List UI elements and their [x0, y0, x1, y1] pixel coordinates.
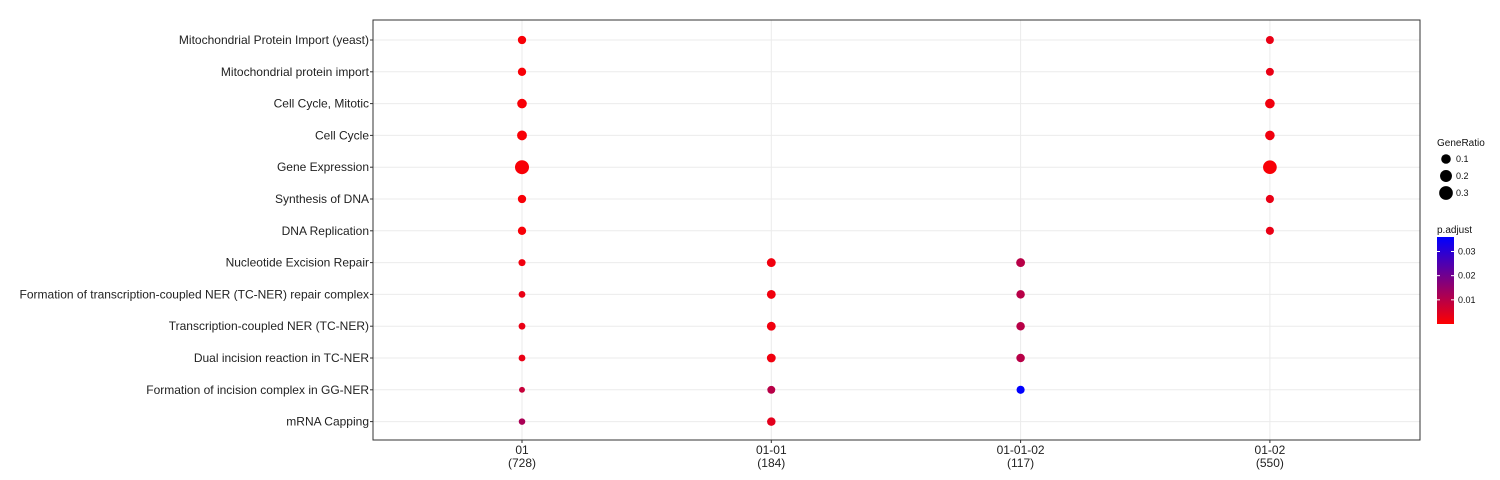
- data-point: [1016, 353, 1025, 363]
- legend: GeneRatio 0.10.20.3 p.adjust 0.010.020.0…: [1437, 138, 1485, 324]
- y-tick-label: Synthesis of DNA: [275, 192, 369, 206]
- data-point: [1265, 130, 1275, 141]
- data-point: [1016, 321, 1025, 331]
- size-legend-dot: [1441, 154, 1451, 164]
- y-tick-label: Transcription-coupled NER (TC-NER): [169, 319, 369, 333]
- data-point: [767, 417, 776, 426]
- data-point: [766, 258, 776, 268]
- plot-panel-border: [372, 19, 1421, 441]
- size-legend-dot: [1439, 186, 1453, 200]
- x-tick-label: 01-02: [1255, 443, 1286, 457]
- x-axis: 01(728) 01-01(184) 01-01-02(117) 01-02(550): [508, 440, 1286, 470]
- y-tick-label: Dual incision reaction in TC-NER: [194, 351, 370, 365]
- color-legend-label: 0.01: [1458, 295, 1476, 305]
- data-point: [517, 35, 527, 45]
- y-tick-label: Formation of incision complex in GG-NER: [146, 383, 369, 397]
- size-legend-label: 0.1: [1456, 154, 1469, 164]
- data-point: [517, 98, 527, 109]
- size-legend-dot: [1440, 170, 1452, 182]
- data-point: [518, 291, 526, 298]
- data-point: [1265, 67, 1274, 76]
- y-tick-label: mRNA Capping: [286, 415, 369, 429]
- grid-layer: [373, 20, 1420, 440]
- size-legend-items: 0.1 0.2 0.3: [1439, 154, 1469, 200]
- data-point: [766, 321, 776, 331]
- color-legend-ticks: 0.01 0.02 0.03: [1437, 247, 1476, 305]
- y-tick-label: Cell Cycle: [315, 128, 369, 142]
- color-legend-bar: [1437, 237, 1454, 324]
- data-point: [766, 353, 776, 363]
- data-point: [1016, 385, 1025, 394]
- data-point: [1016, 258, 1026, 268]
- x-tick-label: 01-01: [756, 443, 787, 457]
- data-point: [1263, 160, 1277, 175]
- data-point: [518, 322, 526, 330]
- data-point: [1265, 194, 1274, 204]
- x-tick-count-label: (550): [1256, 456, 1284, 470]
- data-point: [518, 354, 526, 362]
- x-tick-count-label: (728): [508, 456, 536, 470]
- data-point: [1016, 290, 1025, 299]
- points-layer: [515, 35, 1277, 426]
- size-legend-label: 0.2: [1456, 171, 1469, 181]
- y-tick-label: Cell Cycle, Mitotic: [274, 97, 369, 111]
- data-point: [518, 418, 526, 425]
- data-point: [1265, 226, 1274, 235]
- x-tick-count-label: (184): [757, 456, 785, 470]
- data-point: [767, 385, 776, 394]
- y-tick-label: Gene Expression: [277, 160, 369, 174]
- data-point: [766, 289, 776, 299]
- y-axis: Mitochondrial Protein Import (yeast) Mito…: [20, 33, 373, 429]
- data-point: [517, 67, 527, 76]
- data-point: [517, 194, 527, 204]
- color-legend-label: 0.02: [1458, 271, 1476, 281]
- y-tick-label: Nucleotide Excision Repair: [226, 256, 369, 270]
- data-point: [518, 259, 526, 267]
- x-tick-label: 01-01-02: [997, 443, 1045, 457]
- size-legend-title: GeneRatio: [1437, 138, 1485, 149]
- y-tick-label: Mitochondrial Protein Import (yeast): [179, 33, 369, 47]
- y-tick-label: DNA Replication: [282, 224, 369, 238]
- x-tick-label: 01: [515, 443, 529, 457]
- color-legend-title: p.adjust: [1437, 225, 1472, 236]
- data-point: [1265, 36, 1274, 44]
- y-tick-label: Formation of transcription-coupled NER (…: [20, 287, 369, 301]
- data-point: [1265, 98, 1275, 109]
- x-tick-count-label: (117): [1007, 456, 1034, 470]
- color-legend-label: 0.03: [1458, 247, 1476, 257]
- data-point: [517, 226, 527, 235]
- y-tick-label: Mitochondrial protein import: [221, 65, 370, 79]
- data-point: [517, 130, 527, 141]
- data-point: [515, 160, 529, 175]
- size-legend-label: 0.3: [1456, 188, 1469, 198]
- data-point: [519, 386, 525, 393]
